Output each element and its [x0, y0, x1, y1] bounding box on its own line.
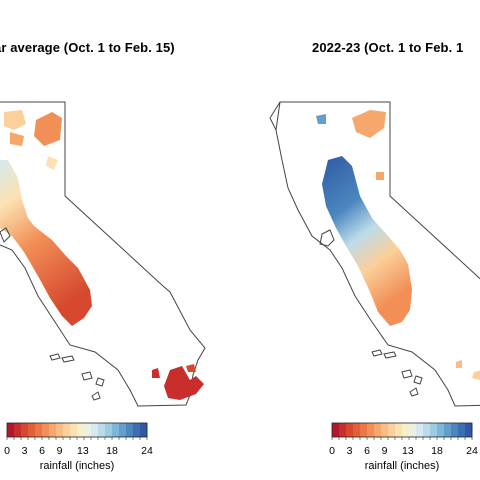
central-valley-right	[322, 156, 412, 326]
legend-color-swatch	[388, 423, 396, 437]
legend-color-swatch	[49, 423, 57, 437]
legend-color-swatch	[451, 423, 459, 437]
legend-tick-label: 24	[141, 445, 153, 457]
legend-axis-title-right: rainfall (inches)	[364, 460, 440, 472]
legend-color-swatch	[21, 423, 29, 437]
channel-islands-left	[49, 353, 105, 401]
legend-tick-label: 0	[4, 445, 10, 457]
legend-color-swatch	[381, 423, 389, 437]
legend-tick-label: 18	[431, 445, 443, 457]
legend-border	[331, 422, 473, 438]
legend-tick-label: 9	[381, 445, 388, 457]
legend-color-swatch	[353, 423, 361, 437]
panel-title-right: 2022-23 (Oct. 1 to Feb. 1	[312, 40, 464, 55]
legend-color-swatch	[416, 423, 424, 437]
legend-colorbar-left	[6, 422, 148, 440]
legend-color-swatch	[140, 423, 148, 437]
legend-tick-label: 13	[76, 445, 89, 457]
legend-color-swatch	[437, 423, 445, 437]
legend-color-swatch	[402, 423, 410, 437]
legend-color-swatch	[133, 423, 141, 437]
legend-tick-label: 6	[364, 445, 370, 457]
legend-color-swatch	[77, 423, 85, 437]
legend-color-swatch	[409, 423, 417, 437]
california-outline-left	[0, 101, 206, 407]
legend-color-swatch	[332, 423, 340, 437]
legend-color-swatch	[444, 423, 452, 437]
legend-color-swatch	[28, 423, 36, 437]
legend-color-swatch	[360, 423, 368, 437]
legend-color-swatch	[56, 423, 64, 437]
legend-color-swatch	[465, 423, 473, 437]
legend-tick-label: 9	[56, 445, 63, 457]
california-outline-right	[275, 101, 480, 407]
northeast-rain-patch-right	[352, 110, 386, 138]
legend-tick-label: 6	[39, 445, 45, 457]
legend-tick-label: 3	[21, 445, 28, 457]
legend-color-swatch	[395, 423, 403, 437]
north-rain-patch-left	[4, 110, 26, 130]
legend-tick-label: 24	[466, 445, 478, 457]
legend-color-swatch	[423, 423, 431, 437]
legend-color-swatch	[367, 423, 375, 437]
legend-color-swatch	[98, 423, 106, 437]
legend-color-swatch	[105, 423, 113, 437]
legend-color-swatch	[374, 423, 382, 437]
legend-tick-label: 13	[401, 445, 414, 457]
legend-color-swatch	[339, 423, 347, 437]
legend-border	[6, 422, 148, 438]
legend-color-swatch	[91, 423, 99, 437]
central-valley-left	[0, 160, 92, 326]
panel-title-left: ar average (Oct. 1 to Feb. 15)	[0, 40, 175, 55]
legend-color-swatch	[35, 423, 43, 437]
legend-color-swatch	[430, 423, 438, 437]
northeast-rain-patch-left	[34, 112, 62, 146]
legend-tick-label: 18	[106, 445, 118, 457]
legend-color-swatch	[70, 423, 78, 437]
left-map	[0, 101, 206, 407]
legend-tick-label: 3	[346, 445, 353, 457]
legend-color-swatch	[63, 423, 71, 437]
legend-color-swatch	[346, 423, 354, 437]
legend-axis-title-left: rainfall (inches)	[39, 460, 115, 472]
legend-color-swatch	[42, 423, 50, 437]
legend-color-swatch	[84, 423, 92, 437]
right-map	[269, 101, 480, 407]
legend-color-swatch	[119, 423, 127, 437]
socal-rain-patch-left	[164, 366, 204, 400]
legend-color-swatch	[14, 423, 22, 437]
channel-islands-right	[371, 349, 423, 397]
legend-color-swatch	[112, 423, 120, 437]
legend-tick-label: 0	[329, 445, 335, 457]
legend-color-swatch	[126, 423, 134, 437]
legend-color-swatch	[458, 423, 466, 437]
legend-colorbar-right	[331, 422, 473, 440]
legend-color-swatch	[7, 423, 15, 437]
